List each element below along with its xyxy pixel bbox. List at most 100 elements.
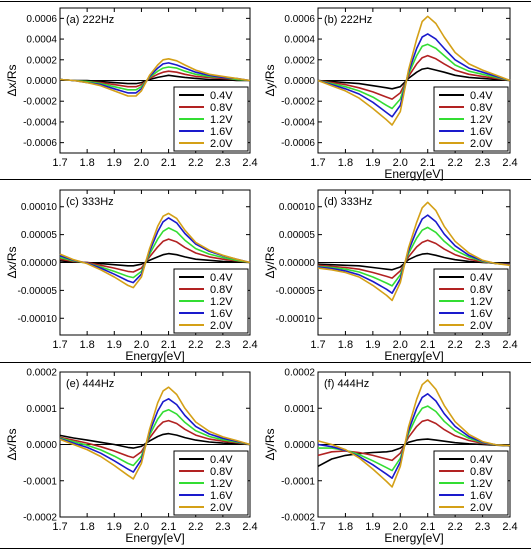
x-tick-label: 1.8	[338, 521, 353, 533]
x-tick-label: 2.1	[420, 521, 435, 533]
chart-panel-2: 1.7 1.8 1.9 2.0 2.1 2.2 2.3 2.4 -0.00010 -0.00005…	[5, 189, 258, 363]
x-tick-label: 1.7	[52, 521, 67, 533]
divider-row2	[0, 362, 531, 363]
y-tick-label: 0.0000	[26, 440, 57, 451]
x-tick-label: 1.7	[52, 157, 67, 169]
y-tick-label: 0.0002	[284, 55, 315, 66]
x-tick-label: 2.3	[215, 339, 230, 351]
y-tick-label: 0.00010	[279, 202, 316, 213]
series-line-0.8V	[317, 54, 511, 100]
chart-panel-3: 1.7 1.8 1.9 2.0 2.1 2.2 2.3 2.4 -0.00010 -0.00005…	[263, 189, 518, 363]
x-tick-label: 2.3	[215, 157, 230, 169]
series-line-1.6V	[317, 33, 511, 118]
y-tick-label: 0.00010	[21, 202, 58, 213]
x-tick-label: 2.2	[447, 339, 462, 351]
chart-panel-1: 1.7 1.8 1.9 2.0 2.1 2.2 2.3 2.4 -0.0006 -0.0004 -0…	[263, 7, 518, 181]
chart-panel-4: 1.7 1.8 1.9 2.0 2.1 2.2 2.3 2.4 -0.0002 -0.0001 0.…	[5, 368, 258, 546]
legend-label: 1.2V	[210, 114, 233, 126]
series-line-2.0V	[317, 15, 511, 126]
panel-title: (c) 333Hz	[66, 196, 114, 208]
y-tick-label: 0.0004	[26, 35, 57, 46]
y-tick-label: 0.0002	[26, 368, 57, 379]
y-tick-label: 0.0001	[26, 404, 57, 415]
y-tick-label: -0.00005	[276, 286, 316, 297]
x-tick-label: 2.4	[502, 339, 517, 351]
legend-label: 0.8V	[210, 102, 233, 114]
x-tick-label: 2.3	[475, 339, 490, 351]
legend-label: 0.4V	[470, 454, 493, 466]
x-axis-label: Energy[eV]	[125, 349, 184, 363]
y-tick-label: 0.00000	[21, 258, 58, 269]
series-line-2.0V	[59, 212, 251, 289]
legend-label: 2.0V	[210, 320, 233, 332]
legend-label: 2.0V	[470, 138, 493, 150]
legend-label: 1.6V	[470, 126, 493, 138]
legend-label: 1.6V	[210, 126, 233, 138]
x-tick-label: 2.4	[502, 157, 517, 169]
series-line-2.0V	[59, 58, 251, 97]
x-tick-label: 2.1	[161, 521, 176, 533]
series-line-1.2V	[59, 66, 251, 91]
y-tick-label: -0.0002	[281, 513, 315, 524]
legend-label: 0.8V	[470, 466, 493, 478]
x-tick-label: 1.8	[79, 339, 94, 351]
x-tick-label: 1.9	[107, 339, 122, 351]
x-tick-label: 1.7	[310, 339, 325, 351]
legend-label: 1.2V	[470, 478, 493, 490]
panel-title: (a) 222Hz	[66, 14, 114, 26]
y-tick-label: -0.0006	[23, 138, 57, 149]
legend-label: 1.2V	[470, 296, 493, 308]
y-tick-label: -0.00010	[276, 314, 316, 325]
x-tick-label: 2.0	[134, 157, 149, 169]
x-axis-label: Energy[eV]	[384, 167, 443, 181]
y-tick-label: 0.0000	[284, 76, 315, 87]
y-tick-label: -0.0001	[281, 476, 315, 487]
x-tick-label: 1.8	[338, 339, 353, 351]
legend-label: 1.6V	[470, 308, 493, 320]
x-tick-label: 2.0	[393, 339, 408, 351]
x-tick-label: 2.3	[215, 521, 230, 533]
x-tick-label: 1.8	[338, 157, 353, 169]
series-line-1.6V	[59, 62, 251, 94]
y-tick-label: 0.0002	[284, 368, 315, 379]
legend-label: 0.4V	[470, 272, 493, 284]
y-axis-label: Δy/Rs	[263, 64, 277, 96]
y-axis-label: Δy/Rs	[263, 428, 277, 460]
y-tick-label: -0.0001	[23, 476, 57, 487]
y-tick-label: -0.0004	[281, 117, 315, 128]
y-axis-label: Δx/Rs	[5, 428, 19, 460]
series-line-0.4V	[317, 67, 511, 90]
x-axis-label: Energy[eV]	[384, 349, 443, 363]
x-axis-label: Energy[eV]	[384, 531, 443, 545]
x-tick-label: 1.9	[107, 157, 122, 169]
x-tick-label: 2.1	[161, 157, 176, 169]
x-tick-label: 2.4	[242, 339, 257, 351]
x-tick-label: 2.1	[420, 339, 435, 351]
x-tick-label: 2.0	[134, 339, 149, 351]
x-tick-label: 2.1	[161, 339, 176, 351]
series-line-0.4V	[59, 432, 251, 449]
x-tick-label: 2.1	[420, 157, 435, 169]
series-line-0.4V	[317, 438, 511, 468]
chart-panel-0: 1.7 1.8 1.9 2.0 2.1 2.2 2.3 2.4 -0.0006 -0.0004 -0…	[5, 7, 258, 169]
divider-row1	[0, 179, 531, 180]
legend-label: 2.0V	[210, 502, 233, 514]
legend-label: 1.6V	[470, 490, 493, 502]
x-tick-label: 1.9	[365, 157, 380, 169]
x-tick-label: 2.2	[447, 157, 462, 169]
series-line-1.2V	[317, 43, 511, 110]
panel-title: (b) 222Hz	[324, 14, 372, 26]
series-line-1.6V	[59, 217, 251, 284]
y-tick-label: -0.0002	[23, 97, 57, 108]
x-tick-label: 2.2	[188, 157, 203, 169]
y-tick-label: -0.0004	[23, 117, 57, 128]
y-tick-label: 0.00005	[21, 230, 58, 241]
x-tick-label: 2.4	[242, 157, 257, 169]
y-tick-label: 0.0001	[284, 404, 315, 415]
panel-title: (e) 444Hz	[66, 378, 114, 390]
legend-label: 1.2V	[210, 296, 233, 308]
divider-bottom	[0, 548, 531, 549]
x-tick-label: 2.2	[188, 339, 203, 351]
series-line-0.8V	[317, 239, 511, 279]
x-tick-label: 2.0	[393, 521, 408, 533]
